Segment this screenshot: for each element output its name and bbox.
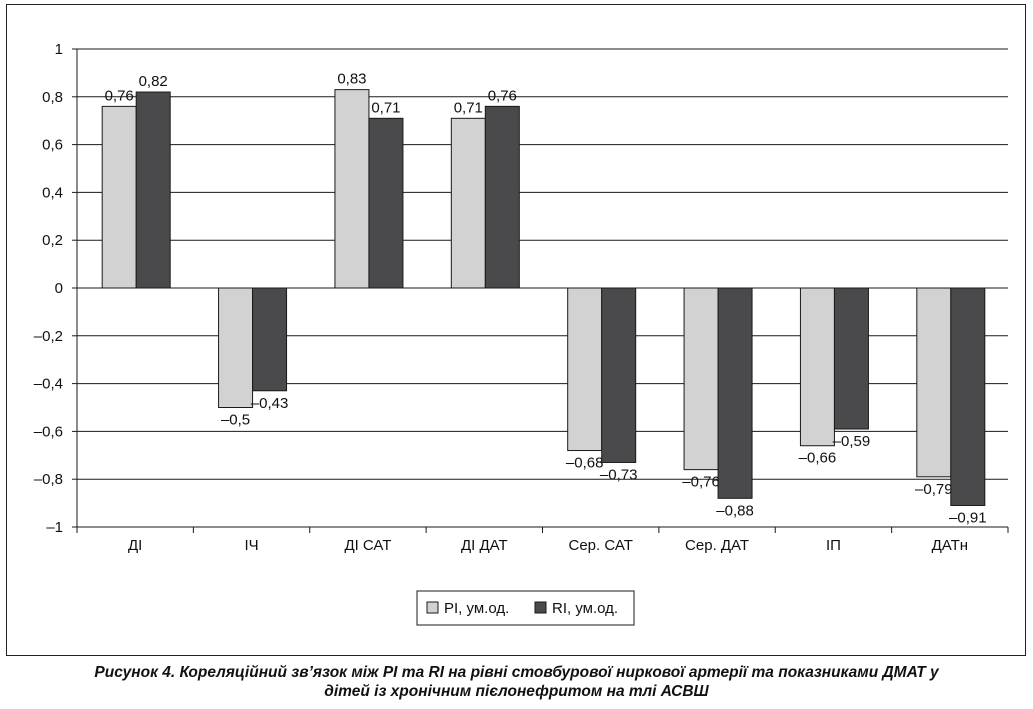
y-tick-label: –1 <box>46 519 63 536</box>
data-label: –0,73 <box>600 466 638 483</box>
y-tick-label: 0 <box>55 280 63 297</box>
bar-pi <box>567 287 603 452</box>
bar-pi <box>450 117 486 289</box>
y-tick-label: 0,6 <box>42 137 63 154</box>
data-label: 0,82 <box>139 73 168 90</box>
legend-swatch <box>534 601 547 614</box>
data-label: –0,5 <box>221 412 250 429</box>
x-tick-label: Сер. САТ <box>569 537 633 554</box>
legend-swatch <box>426 601 439 614</box>
bar-pi <box>334 89 370 289</box>
y-tick-label: –0,4 <box>34 376 63 393</box>
x-tick-label: ДІ ДАТ <box>461 537 508 554</box>
bar-ri <box>252 287 288 392</box>
bar-ri <box>950 287 986 506</box>
y-tick-label: 0,4 <box>42 184 63 201</box>
y-tick-label: 0,8 <box>42 89 63 106</box>
bar-ri <box>833 287 869 430</box>
x-tick-label: Сер. ДАТ <box>685 537 749 554</box>
data-label: –0,79 <box>915 481 953 498</box>
data-label: 0,83 <box>337 71 366 88</box>
data-label: 0,76 <box>105 87 134 104</box>
data-label: –0,59 <box>833 433 871 450</box>
x-tick-label: ІП <box>826 537 841 554</box>
x-tick-label: ІЧ <box>244 537 258 554</box>
bar-pi <box>218 287 254 408</box>
y-tick-label: –0,8 <box>34 471 63 488</box>
chart-frame <box>6 4 1026 656</box>
data-label: 0,71 <box>454 99 483 116</box>
data-label: –0,68 <box>566 455 604 472</box>
caption-line-2: дітей із хронічним пієлонефритом на тлі … <box>324 683 709 700</box>
bar-ri <box>601 287 637 463</box>
legend-box <box>416 590 635 626</box>
x-tick-label: ДІ САТ <box>344 537 391 554</box>
bar-pi <box>101 105 137 289</box>
data-label: –0,66 <box>799 450 837 467</box>
y-tick-label: 0,2 <box>42 232 63 249</box>
y-tick-label: –0,6 <box>34 423 63 440</box>
x-tick-label: ДАТн <box>932 537 968 554</box>
y-tick-label: 1 <box>55 41 63 58</box>
bar-ri <box>368 117 404 289</box>
data-label: 0,76 <box>488 87 517 104</box>
bar-pi <box>799 287 835 447</box>
bar-pi <box>916 287 952 478</box>
legend-label: PI, ум.од. <box>444 600 509 617</box>
legend-label: RI, ум.од. <box>552 600 618 617</box>
bar-ri <box>484 105 520 289</box>
data-label: –0,88 <box>716 502 754 519</box>
bar-pi <box>683 287 719 471</box>
data-label: 0,71 <box>371 99 400 116</box>
bar-ri <box>717 287 753 499</box>
data-label: –0,43 <box>251 395 289 412</box>
figure-caption: Рисунок 4. Кореляційний зв’язок між PI т… <box>0 663 1033 701</box>
caption-line-1: Рисунок 4. Кореляційний зв’язок між PI т… <box>94 664 939 681</box>
y-tick-label: –0,2 <box>34 328 63 345</box>
bar-ri <box>135 91 171 289</box>
data-label: –0,76 <box>682 474 720 491</box>
correlation-bar-chart: 1 0,8 0,6 0,4 0,2 0 –0,2 –0,4 –0,6 –0,8 –1 ДІ ІЧ ДІ С… <box>34 41 1009 626</box>
data-label: –0,91 <box>949 509 987 526</box>
x-tick-label: ДІ <box>128 537 142 554</box>
